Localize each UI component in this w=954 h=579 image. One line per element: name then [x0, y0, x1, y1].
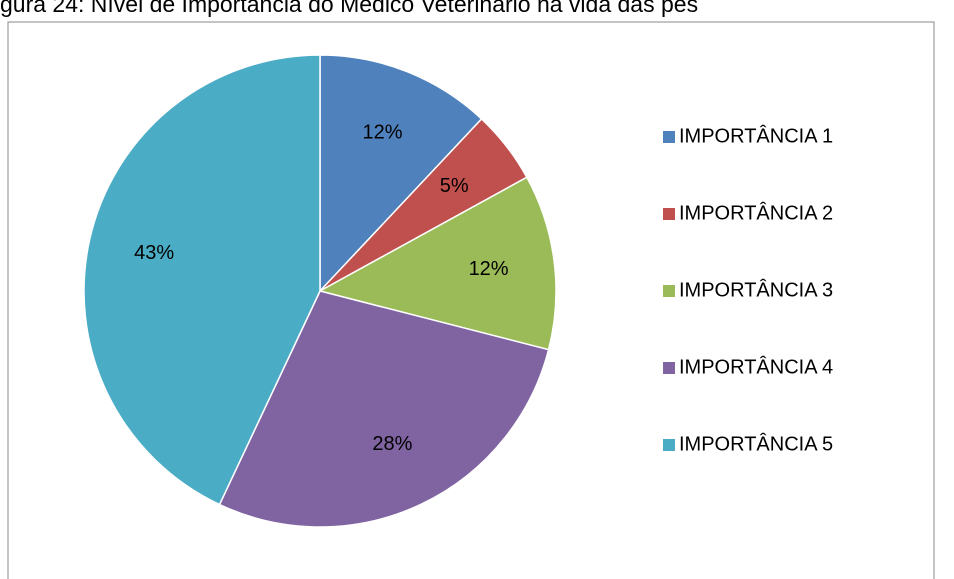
legend-swatch — [663, 439, 675, 451]
pie-slice — [319, 54, 483, 293]
chart-title: gura 24: Nível de Importância do Médico … — [0, 0, 698, 17]
data-label: 43% — [134, 242, 174, 264]
legend-swatch — [663, 285, 675, 297]
legend-swatch — [663, 208, 675, 220]
data-label: 28% — [372, 433, 412, 455]
legend-swatch — [663, 362, 675, 374]
pie-slice — [83, 54, 321, 506]
legend-label: IMPORTÂNCIA 4 — [679, 355, 833, 378]
pie-slice — [218, 290, 550, 528]
data-label: 12% — [469, 258, 509, 280]
legend-label: IMPORTÂNCIA 1 — [679, 124, 833, 147]
pie-slice — [317, 176, 557, 351]
legend-label: IMPORTÂNCIA 5 — [679, 432, 833, 455]
legend-label: IMPORTÂNCIA 3 — [679, 278, 833, 301]
legend-swatch — [663, 131, 675, 143]
data-label: 5% — [440, 175, 469, 197]
legend-label: IMPORTÂNCIA 2 — [679, 201, 833, 224]
data-label: 12% — [363, 121, 403, 143]
